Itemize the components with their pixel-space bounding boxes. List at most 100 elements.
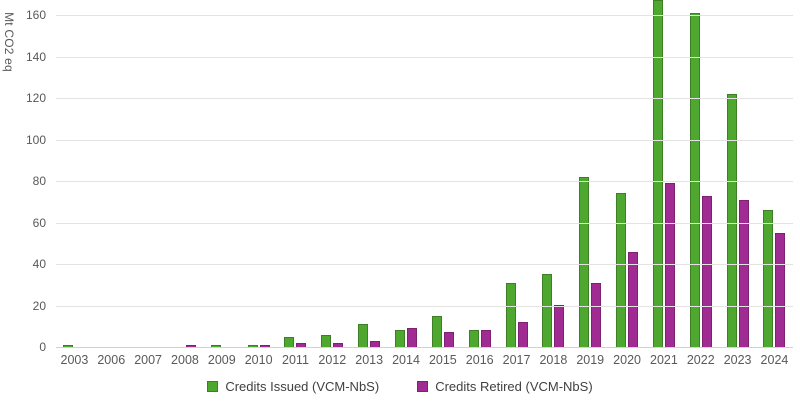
bar-group-2016 bbox=[461, 15, 498, 347]
legend-item-retired: Credits Retired (VCM-NbS) bbox=[417, 379, 593, 394]
bar-group-2020 bbox=[609, 15, 646, 347]
y-axis: 0 20 40 60 80 100 120 140 160 bbox=[0, 0, 46, 406]
y-tick-label-140: 140 bbox=[25, 49, 46, 64]
bar-issued-2009 bbox=[210, 345, 221, 347]
bar-group-2015 bbox=[424, 15, 461, 347]
y-tick-label-20: 20 bbox=[32, 298, 46, 313]
x-tick-label-2006: 2006 bbox=[97, 353, 126, 367]
x-tick-label-2007: 2007 bbox=[134, 353, 163, 367]
bar-issued-2014 bbox=[395, 330, 406, 347]
y-tick-label-60: 60 bbox=[32, 215, 46, 230]
legend: Credits Issued (VCM-NbS) Credits Retired… bbox=[0, 379, 800, 394]
bar-retired-2010 bbox=[259, 345, 270, 347]
bar-issued-2024 bbox=[763, 210, 774, 347]
gridline-20 bbox=[56, 305, 793, 307]
bar-group-2012 bbox=[314, 15, 351, 347]
x-tick-label-2020: 2020 bbox=[613, 353, 641, 367]
x-tick-label-2019: 2019 bbox=[576, 353, 605, 367]
y-tick-label-80: 80 bbox=[32, 174, 46, 188]
bar-issued-2022 bbox=[689, 13, 700, 347]
bar-issued-2011 bbox=[284, 337, 295, 347]
bar-retired-2024 bbox=[775, 233, 786, 347]
bar-retired-2016 bbox=[480, 330, 491, 347]
retired-series-swatch bbox=[417, 381, 429, 392]
x-tick-label-2015: 2015 bbox=[428, 353, 457, 367]
bar-retired-2020 bbox=[628, 252, 639, 347]
x-tick-label-2024: 2024 bbox=[760, 353, 789, 367]
x-tick-label-2008: 2008 bbox=[171, 353, 199, 367]
legend-item-issued: Credits Issued (VCM-NbS) bbox=[207, 379, 379, 394]
bar-group-2022 bbox=[682, 13, 719, 347]
bar-group-2003 bbox=[56, 15, 93, 347]
x-tick-label-2016: 2016 bbox=[465, 353, 494, 367]
bar-retired-2022 bbox=[701, 196, 712, 347]
x-tick-label-2023: 2023 bbox=[723, 353, 752, 367]
x-tick-label-2017: 2017 bbox=[502, 353, 531, 367]
y-tick-label-40: 40 bbox=[32, 257, 46, 271]
gridline-140 bbox=[56, 56, 793, 58]
bar-issued-2013 bbox=[358, 324, 369, 347]
gridline-80 bbox=[56, 181, 793, 182]
bar-retired-2012 bbox=[333, 343, 344, 347]
bar-issued-2020 bbox=[616, 193, 627, 347]
gridline-40 bbox=[56, 264, 793, 265]
bar-issued-2018 bbox=[542, 274, 553, 347]
gridline-160 bbox=[56, 15, 793, 16]
bar-group-2023 bbox=[719, 15, 756, 347]
x-tick-label-2012: 2012 bbox=[318, 353, 347, 367]
gridline-120 bbox=[56, 98, 793, 99]
bar-group-2024 bbox=[756, 15, 793, 347]
x-tick-label-2011: 2011 bbox=[282, 353, 309, 367]
bar-issued-2016 bbox=[468, 330, 479, 347]
gridline-100 bbox=[56, 139, 793, 141]
bar-issued-2010 bbox=[247, 345, 258, 347]
bar-retired-2011 bbox=[296, 343, 307, 347]
x-tick-label-2022: 2022 bbox=[686, 353, 715, 367]
bar-issued-2015 bbox=[431, 316, 442, 347]
issued-series-swatch bbox=[207, 381, 219, 392]
bar-issued-2023 bbox=[726, 94, 737, 347]
x-tick-label-2009: 2009 bbox=[207, 353, 236, 367]
bar-retired-2013 bbox=[370, 341, 381, 347]
x-tick-label-2010: 2010 bbox=[244, 353, 273, 367]
x-tick-label-2018: 2018 bbox=[539, 353, 568, 367]
bar-issued-2021 bbox=[652, 0, 663, 347]
bar-retired-2008 bbox=[185, 345, 196, 347]
bars-layer bbox=[56, 0, 793, 347]
bar-group-2008 bbox=[167, 15, 204, 347]
bar-group-2011 bbox=[277, 15, 314, 347]
bar-retired-2015 bbox=[443, 332, 454, 347]
bar-group-2010 bbox=[240, 15, 277, 347]
bar-issued-2012 bbox=[321, 335, 332, 347]
bar-retired-2023 bbox=[738, 200, 749, 347]
y-tick-label-0: 0 bbox=[39, 340, 46, 354]
gridline-60 bbox=[56, 222, 793, 224]
bar-retired-2017 bbox=[517, 322, 528, 347]
bar-retired-2014 bbox=[407, 328, 418, 347]
retired-series-label: Credits Retired (VCM-NbS) bbox=[435, 379, 593, 394]
bar-group-2014 bbox=[388, 15, 425, 347]
bar-retired-2019 bbox=[591, 283, 602, 347]
x-tick-label-2013: 2013 bbox=[355, 353, 384, 367]
bar-group-2021 bbox=[646, 0, 683, 347]
bar-group-2017 bbox=[498, 15, 535, 347]
bar-retired-2018 bbox=[554, 305, 565, 347]
x-tick-label-2014: 2014 bbox=[392, 353, 420, 367]
bar-group-2019 bbox=[572, 15, 609, 347]
bar-retired-2021 bbox=[664, 183, 675, 347]
y-tick-label-160: 160 bbox=[25, 8, 46, 22]
x-axis: 2003 2006 2007 2008 2009 2010 2011 2012 2013 2014… bbox=[56, 353, 793, 367]
bar-issued-2019 bbox=[579, 177, 590, 347]
x-axis-baseline bbox=[56, 347, 793, 348]
y-tick-label-120: 120 bbox=[25, 91, 46, 105]
bar-issued-2003 bbox=[63, 345, 74, 347]
bar-issued-2017 bbox=[505, 283, 516, 347]
y-tick-label-100: 100 bbox=[25, 132, 46, 147]
bar-group-2013 bbox=[351, 15, 388, 347]
plot-area bbox=[56, 0, 793, 348]
x-tick-label-2003: 2003 bbox=[60, 353, 89, 367]
issued-series-label: Credits Issued (VCM-NbS) bbox=[225, 379, 380, 394]
x-tick-label-2021: 2021 bbox=[650, 353, 678, 367]
bar-group-2009 bbox=[203, 15, 240, 347]
